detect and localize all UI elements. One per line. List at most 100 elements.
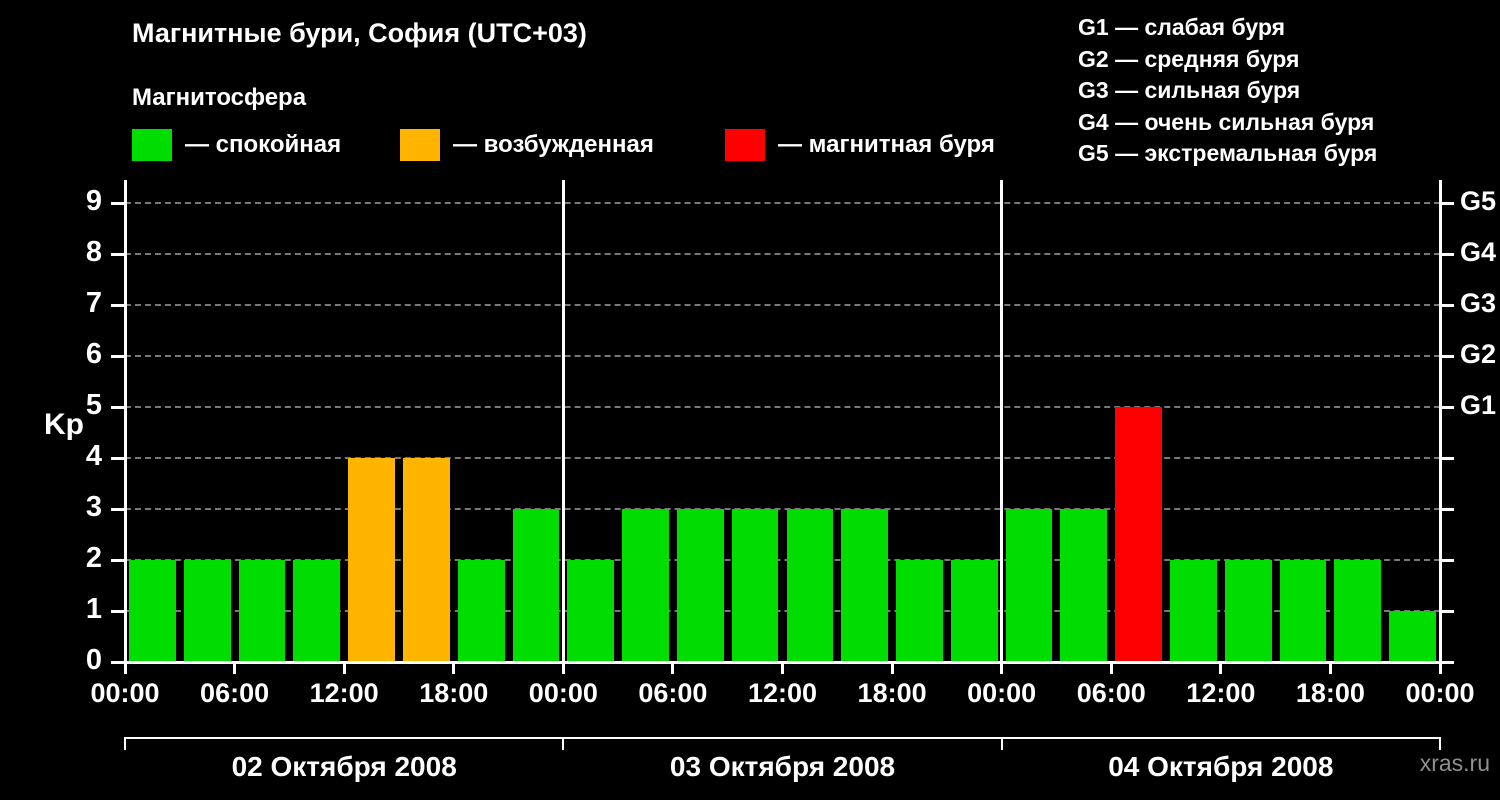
x-tick-label: 00:00 [528, 678, 598, 708]
kp-bar [1170, 560, 1217, 662]
g-axis-label: G4 [1460, 237, 1497, 267]
y-tick-label: 7 [85, 287, 102, 319]
legend-item-quiet: — спокойная [132, 128, 341, 162]
legend-item-storm: — магнитная буря [725, 128, 995, 162]
gridline [125, 508, 1440, 510]
x-axis-tick [1109, 662, 1113, 674]
storm-scale-item: G5 — экстремальная буря [1078, 140, 1378, 166]
x-tick-label: 18:00 [1295, 678, 1365, 708]
storm-scale-item: G4 — очень сильная буря [1078, 108, 1375, 135]
storm-color-swatch [725, 129, 765, 161]
date-label: 02 Октября 2008 [231, 751, 457, 782]
y-axis-tick [111, 660, 125, 664]
kp-bar [402, 458, 450, 662]
y-tick-label: 1 [85, 593, 102, 625]
x-tick-label: 18:00 [857, 678, 927, 708]
y-axis-tick-right [1440, 303, 1454, 307]
y-tick-label: 0 [85, 644, 102, 676]
axis-line-vertical [123, 180, 127, 662]
y-axis-tick-right [1440, 456, 1454, 460]
date-label: 03 Октября 2008 [669, 751, 896, 782]
magnetosphere-legend: — спокойная — возбужденная — магнитная б… [0, 128, 1500, 162]
gridline [125, 457, 1440, 459]
gridline [125, 355, 1440, 357]
date-axis-tick [124, 737, 126, 750]
kp-bar [512, 509, 560, 662]
x-tick-label: 12:00 [747, 678, 818, 708]
x-tick-label: 06:00 [638, 678, 708, 708]
storm-scale-item: G1 — слабая буря [1078, 14, 1286, 40]
x-axis-tick [781, 662, 784, 674]
x-axis-tick [452, 662, 456, 674]
x-axis-tick [1219, 662, 1223, 674]
y-axis-tick [111, 201, 125, 205]
axis-line-vertical [561, 180, 565, 662]
x-axis-tick [233, 662, 237, 674]
x-tick-label: 00:00 [90, 678, 160, 708]
x-axis-tick [671, 662, 675, 674]
y-axis-tick [111, 354, 125, 358]
legend-item-excited: — возбужденная [400, 128, 654, 162]
y-tick-label: 2 [85, 542, 102, 574]
excited-color-swatch [400, 129, 440, 161]
y-axis-tick-right [1440, 201, 1454, 205]
gridline [125, 202, 1440, 204]
y-axis-tick [111, 405, 125, 409]
g-axis-label: G2 [1460, 339, 1497, 369]
g-axis-label: G3 [1460, 288, 1497, 318]
gridline [125, 610, 1440, 612]
x-axis-tick [123, 662, 127, 674]
x-axis-tick [1328, 662, 1332, 674]
x-axis-tick [561, 662, 565, 674]
axis-line-vertical [1000, 180, 1004, 662]
chart-title: Магнитные бури, София (UTC+03) [132, 18, 587, 48]
x-tick-label: 06:00 [200, 678, 270, 708]
storm-scale-item: G3 — сильная буря [1078, 77, 1301, 103]
y-axis-tick [111, 558, 125, 562]
kp-bar [1334, 560, 1382, 662]
kp-bar [1115, 407, 1163, 662]
quiet-color-swatch [132, 129, 172, 161]
kp-bar [129, 560, 176, 662]
y-axis-tick-right [1440, 558, 1454, 562]
y-tick-label: 9 [85, 185, 102, 217]
y-axis-tick-right [1440, 660, 1454, 664]
kp-bar [1279, 560, 1327, 662]
gridline [125, 406, 1440, 408]
kp-bar [348, 458, 395, 662]
kp-bar [676, 509, 724, 662]
magnetosphere-label: Магнитосфера [132, 84, 307, 111]
g-axis-label: G5 [1460, 186, 1497, 216]
kp-bar [1224, 560, 1272, 662]
kp-bar [622, 509, 669, 662]
axis-line-vertical [1438, 180, 1442, 662]
y-tick-label: 6 [85, 338, 102, 370]
x-axis-tick [1000, 662, 1004, 674]
g-axis-label: G1 [1460, 390, 1497, 420]
gridline [125, 253, 1440, 255]
legend-label-storm: — магнитная буря [778, 131, 995, 158]
y-tick-label: 4 [85, 440, 102, 472]
x-tick-label: 18:00 [419, 678, 489, 708]
x-tick-label: 00:00 [1405, 678, 1475, 708]
kp-bar [1005, 509, 1053, 662]
date-label: 04 Октября 2008 [1108, 751, 1334, 782]
x-axis-tick [1438, 662, 1442, 674]
legend-label-excited: — возбужденная [453, 131, 654, 158]
gridline [125, 559, 1440, 561]
y-axis-tick [111, 456, 125, 460]
x-axis-tick [890, 662, 894, 674]
kp-bar [731, 509, 779, 662]
kp-bar [841, 509, 889, 662]
date-axis-line [125, 737, 1440, 739]
kp-bar [1060, 509, 1108, 662]
kp-bar [950, 560, 998, 662]
date-axis-tick [562, 737, 565, 750]
y-axis-tick-right [1440, 405, 1454, 409]
storm-scale-item: G2 — средняя буря [1078, 45, 1300, 72]
y-axis-tick [111, 303, 125, 307]
x-tick-label: 12:00 [309, 678, 379, 708]
y-tick-label: 5 [85, 389, 102, 421]
